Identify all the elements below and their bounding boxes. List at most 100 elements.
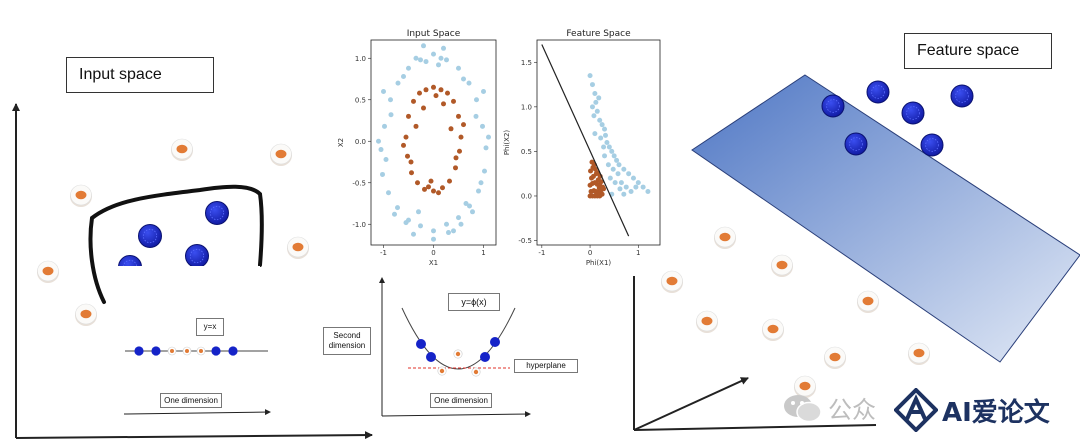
orange-point bbox=[37, 260, 59, 283]
scatter-point bbox=[401, 142, 406, 148]
scatter-point bbox=[610, 166, 616, 172]
scatter-point bbox=[436, 190, 441, 196]
scatter-point bbox=[596, 95, 602, 101]
scatter-point bbox=[480, 123, 485, 129]
scatter-point bbox=[433, 93, 439, 99]
scatter-point bbox=[592, 166, 598, 172]
parabola-diagram bbox=[379, 277, 531, 418]
hyperplane-box: hyperplane bbox=[514, 359, 578, 373]
y-equals-x-label: y=x bbox=[203, 322, 217, 331]
scatter-point bbox=[413, 123, 419, 129]
scatter-point bbox=[441, 45, 446, 51]
orange-point bbox=[661, 270, 683, 293]
scatter-point bbox=[458, 221, 464, 227]
scatter-point bbox=[438, 55, 444, 61]
scatter-point bbox=[453, 165, 458, 171]
orange-point bbox=[437, 366, 447, 376]
scatter-point bbox=[617, 186, 623, 192]
scatter-point bbox=[418, 57, 423, 63]
scatter-point bbox=[587, 73, 593, 79]
scatter-point bbox=[413, 55, 419, 61]
blue-point bbox=[920, 133, 944, 157]
scatter-point bbox=[478, 180, 484, 186]
watermark-brand: AI爱论文 bbox=[942, 398, 1050, 428]
scatter-point bbox=[421, 43, 426, 49]
x-tick-label: -1 bbox=[380, 249, 387, 257]
one-dimension-label-middle: One dimension bbox=[434, 395, 488, 405]
scatter-point bbox=[383, 157, 389, 163]
blue-point bbox=[866, 80, 890, 104]
scatter-point bbox=[380, 171, 385, 177]
x-tick-label: 0 bbox=[431, 249, 435, 257]
scatter-point bbox=[408, 159, 414, 165]
scatter-point bbox=[594, 191, 600, 197]
scatter-point bbox=[382, 123, 387, 129]
scatter-point bbox=[599, 122, 605, 128]
hyperplane-label: hyperplane bbox=[526, 361, 566, 370]
blue-point bbox=[901, 101, 925, 125]
scatter-point bbox=[457, 148, 462, 154]
input-space-plot: Input Space -1 0 1 -1.0 -0.5 0.0 0.5 1.0 X1 X2 bbox=[337, 29, 497, 267]
second-dimension-label: Second dimension bbox=[328, 331, 366, 350]
scatter-point bbox=[602, 132, 608, 138]
scatter-point bbox=[409, 170, 414, 176]
scatter-point bbox=[606, 144, 612, 150]
scatter-point bbox=[483, 145, 489, 151]
scatter-point bbox=[589, 82, 595, 88]
blue-point bbox=[821, 94, 845, 118]
scatter-point bbox=[605, 162, 611, 168]
scatter-point bbox=[596, 185, 602, 191]
scatter-point bbox=[421, 105, 426, 111]
scatter-point bbox=[630, 175, 636, 181]
scatter-point bbox=[481, 88, 486, 94]
feature-space-title: Feature space bbox=[917, 42, 1020, 59]
scatter-point bbox=[438, 87, 444, 93]
y-axis-label: X2 bbox=[337, 138, 345, 147]
y-tick-label: 1.0 bbox=[521, 103, 532, 111]
orange-point bbox=[857, 290, 879, 313]
scatter-point bbox=[406, 65, 411, 71]
scatter-point bbox=[431, 51, 436, 57]
right-z-axis bbox=[633, 377, 749, 431]
orange-point bbox=[270, 143, 292, 166]
scatter-point bbox=[482, 168, 487, 174]
scatter-point bbox=[466, 80, 472, 86]
orange-point bbox=[794, 375, 816, 398]
scatter-point bbox=[448, 126, 454, 132]
orange-point bbox=[171, 138, 193, 161]
hand-drawn-boundary bbox=[88, 184, 264, 304]
orange-point bbox=[471, 367, 481, 377]
scatter-point bbox=[456, 113, 461, 119]
scatter-point bbox=[440, 185, 445, 191]
scatter-point bbox=[589, 104, 595, 110]
scatter-point bbox=[626, 171, 632, 177]
plot-title: Feature Space bbox=[566, 29, 631, 39]
scatter-point bbox=[456, 215, 461, 221]
x-tick-label: 1 bbox=[481, 249, 485, 257]
scatter-point bbox=[640, 184, 646, 190]
scatter-point bbox=[423, 87, 429, 93]
scatter-point bbox=[428, 178, 434, 184]
separator-line bbox=[541, 44, 630, 237]
scatter-point bbox=[635, 180, 641, 186]
scatter-point bbox=[593, 99, 599, 105]
scatter-point bbox=[470, 209, 475, 215]
scatter-point bbox=[607, 175, 613, 181]
blue-point bbox=[151, 346, 161, 356]
scatter-point bbox=[426, 184, 431, 190]
plot-frame bbox=[370, 39, 497, 246]
orange-point bbox=[182, 346, 192, 356]
scatter-point bbox=[598, 179, 604, 185]
scatter-point bbox=[388, 97, 393, 103]
orange-point bbox=[908, 342, 930, 365]
scatter-point bbox=[441, 101, 446, 107]
parabola-x-axis bbox=[381, 411, 531, 418]
scatter-point bbox=[376, 138, 381, 144]
one-d-points bbox=[134, 346, 238, 356]
scatter-point bbox=[461, 122, 466, 128]
scatter-point bbox=[597, 117, 603, 123]
x-tick-label: 0 bbox=[588, 249, 592, 257]
orange-point bbox=[453, 349, 463, 359]
watermark: 公众 AI爱论文 bbox=[782, 384, 1080, 440]
